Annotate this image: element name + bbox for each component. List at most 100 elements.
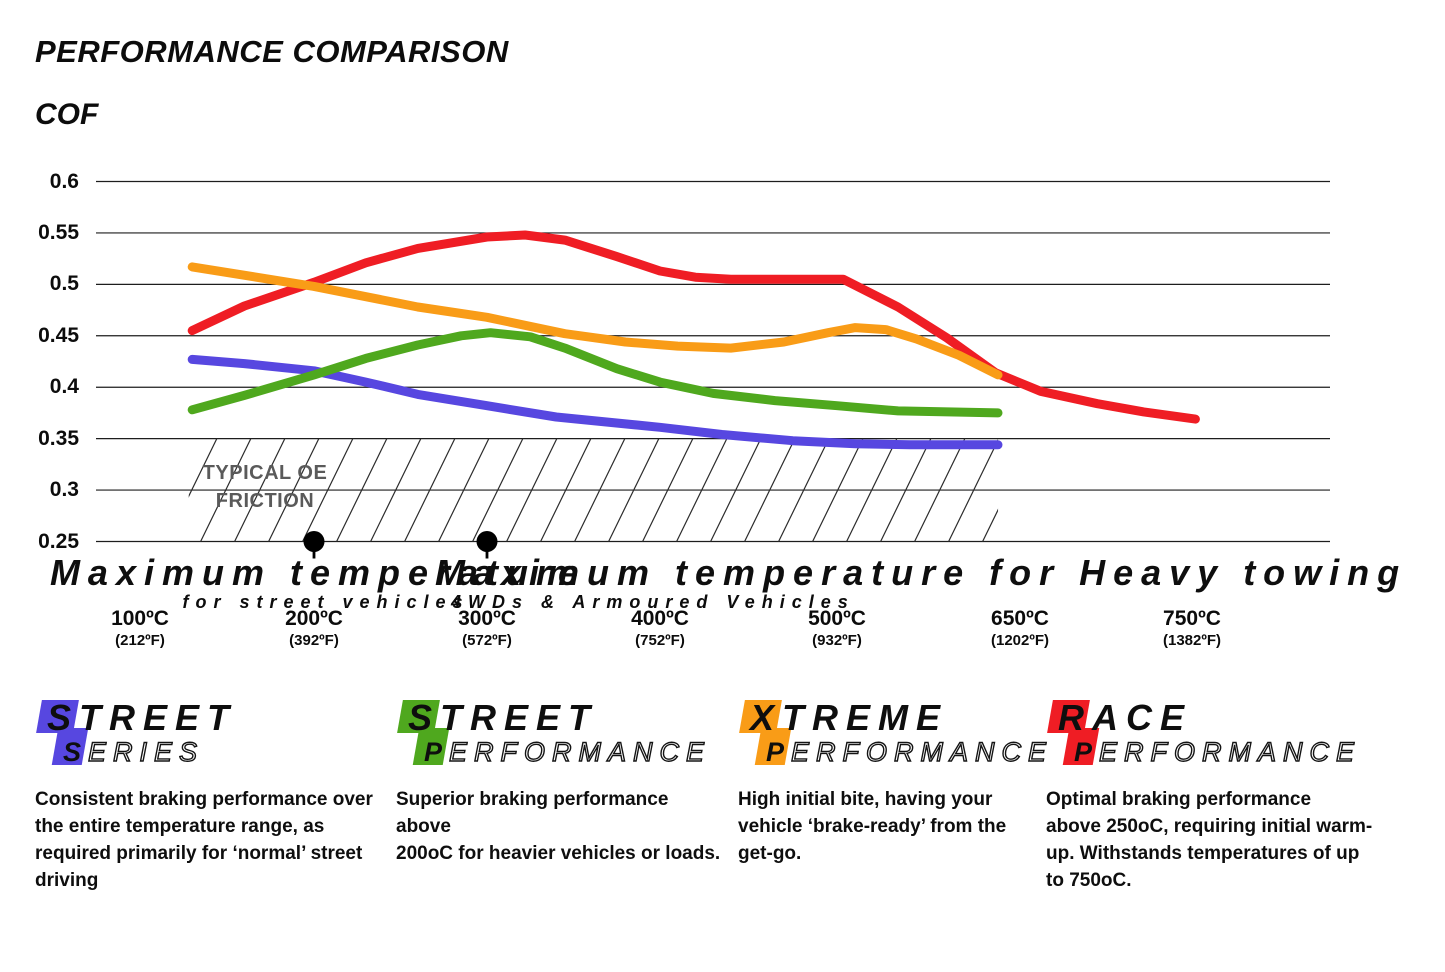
hatch-line (947, 438, 999, 542)
oe-friction-band-label: TYPICAL OE FRICTION (190, 459, 340, 515)
hatch-line (607, 438, 660, 542)
legend-item-race-performance: RACE PERFORMANCE Optimal braking performan… (1046, 700, 1378, 894)
y-tick-label: 0.45 (38, 323, 79, 347)
y-axis-title: COF (35, 98, 99, 131)
marker-dot (476, 531, 498, 552)
hatch-line (437, 438, 490, 542)
y-tick-label: 0.35 (38, 426, 79, 450)
logo-line2: PERFORMANCE (424, 737, 726, 767)
x-tick-celsius: 100ºC (111, 607, 169, 630)
x-tick-label: 500ºC (932ºF) (808, 607, 866, 650)
brand-logo: XTREME PERFORMANCE (739, 697, 1047, 774)
x-tick-label: 100ºC (212ºF) (111, 607, 169, 650)
annotation-line: Maximum temperature (49, 552, 587, 593)
x-tick-fahrenheit: (572ºF) (462, 632, 512, 649)
hatch-line (301, 438, 354, 542)
legend-description: High initial bite, having your vehicle ‘… (738, 789, 1007, 864)
y-tick-label: 0.5 (49, 272, 79, 296)
hatch-line (641, 438, 694, 542)
brand-logo: STREET SERIES (36, 697, 380, 774)
hatch-line (539, 438, 592, 542)
x-tick-fahrenheit: (752ºF) (635, 632, 685, 649)
hatch-line (845, 438, 898, 542)
logo-line2-rest: ERIES (87, 737, 205, 767)
annotation-max-temp-street: Maximum temperature for street vehicles (42, 552, 587, 613)
y-tick-label: 0.55 (38, 220, 79, 244)
logo-line1: STREET (47, 697, 238, 738)
logo-line2-initial: P (766, 737, 792, 767)
y-tick-label: 0.3 (49, 478, 79, 502)
performance-chart (96, 180, 1330, 559)
logo-line2-rest: ERFORMANCE (1098, 737, 1362, 767)
annotation-line-bold: 4WDs & Armoured Vehicles (451, 592, 855, 612)
hatch-line (879, 438, 932, 542)
logo-line2-initial: P (424, 737, 450, 767)
hatch-line (188, 438, 218, 498)
logo-line1: XTREME (750, 697, 949, 738)
y-tick-label: 0.25 (38, 529, 79, 553)
annotation-line-bold: for street vehicles (182, 592, 470, 612)
hatch-line (743, 438, 796, 542)
x-tick-celsius: 750ºC (1163, 607, 1221, 630)
hatch-line (505, 438, 558, 542)
page-title: PERFORMANCE COMPARISON (35, 34, 509, 69)
annotation-max-temp-towing: Maximum temperature for Heavy towing 4WD… (427, 552, 1408, 613)
x-tick-label: 750ºC (1382ºF) (1163, 607, 1221, 650)
x-tick-fahrenheit: (212ºF) (115, 632, 165, 649)
oe-friction-band-label-line2: FRICTION (215, 490, 315, 512)
legend-description: Consistent braking performance over the … (35, 789, 373, 891)
hatch-line (811, 438, 864, 542)
x-tick-celsius: 650ºC (991, 607, 1049, 630)
brand-logo: RACE PERFORMANCE (1047, 697, 1378, 774)
hatch-line (199, 438, 252, 542)
series-xtreme-performance (187, 262, 1003, 380)
series-race-performance (187, 230, 1200, 424)
hatch-line (471, 438, 524, 542)
logo-line2-initial: P (1074, 737, 1100, 767)
y-tick-label: 0.6 (49, 169, 79, 193)
hatch-line (573, 438, 626, 542)
oe-friction-band-label-line1: TYPICAL OE (202, 462, 328, 484)
hatch-line (335, 438, 388, 542)
hatch-line (777, 438, 830, 542)
logo-line2: PERFORMANCE (766, 737, 1047, 767)
x-tick-fahrenheit: (1382ºF) (1162, 632, 1222, 649)
hatch-line (709, 438, 762, 542)
legend-item-street-performance: STREET PERFORMANCE Superior braking perfor… (396, 700, 726, 867)
logo-line2: PERFORMANCE (1074, 737, 1378, 767)
logo-line2-rest: ERFORMANCE (790, 737, 1054, 767)
oe-friction-hatch (188, 438, 999, 542)
hatch-line (267, 438, 320, 542)
x-tick-celsius: 300ºC (458, 607, 516, 630)
legend-description: Optimal braking performance above 250oC,… (1046, 789, 1373, 891)
x-tick-celsius: 500ºC (808, 607, 866, 630)
hatch-line (675, 438, 728, 542)
series-street-performance (187, 328, 1003, 418)
hatch-line (913, 438, 966, 542)
x-tick-label: 400ºC (752ºF) (631, 607, 689, 650)
x-tick-label: 650ºC (1202ºF) (991, 607, 1049, 650)
legend-item-xtreme-performance: XTREME PERFORMANCE High initial bite, havi… (738, 697, 1047, 867)
logo-line2-initial: S (63, 737, 89, 767)
logo-line2: SERIES (63, 737, 380, 767)
annotation-line: Maximum temperature for Heavy towing (435, 552, 1408, 593)
hatch-line (403, 438, 456, 542)
hatch-line (369, 438, 422, 542)
legend-description: Superior braking performance above 200oC… (396, 789, 721, 864)
logo-line2-rest: ERFORMANCE (448, 737, 712, 767)
y-tick-label: 0.4 (49, 375, 79, 399)
x-tick-label: 200ºC (392ºF) (285, 607, 343, 650)
hatch-line (981, 508, 999, 542)
legend-item-street-series: STREET SERIES Consistent braking performan… (35, 700, 380, 894)
x-tick-label: 300ºC (572ºF) (458, 607, 516, 650)
logo-line1: STREET (408, 697, 599, 738)
x-tick-celsius: 400ºC (631, 607, 689, 630)
logo-line1: RACE (1058, 697, 1193, 738)
brand-logo: STREET PERFORMANCE (397, 697, 726, 774)
marker-dot (303, 531, 325, 552)
x-tick-fahrenheit: (392ºF) (289, 632, 339, 649)
hatch-line (233, 438, 286, 542)
x-tick-fahrenheit: (1202ºF) (990, 632, 1050, 649)
x-tick-celsius: 200ºC (285, 607, 343, 630)
x-tick-fahrenheit: (932ºF) (812, 632, 862, 649)
